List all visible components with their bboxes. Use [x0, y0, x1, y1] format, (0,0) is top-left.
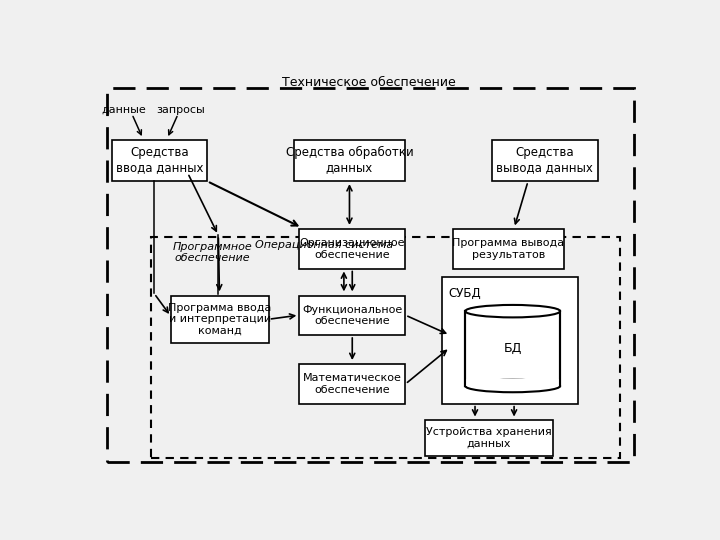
- Text: БД: БД: [503, 342, 522, 355]
- Bar: [453, 229, 564, 268]
- Text: Программное
обеспечение: Программное обеспечение: [173, 241, 252, 263]
- Text: Техническое обеспечение: Техническое обеспечение: [282, 76, 456, 89]
- Text: Средства обработки
данных: Средства обработки данных: [286, 146, 413, 174]
- Ellipse shape: [465, 380, 560, 392]
- Text: Функциональное
обеспечение: Функциональное обеспечение: [302, 305, 402, 326]
- Text: Программа ввода
и интерпретации
команд: Программа ввода и интерпретации команд: [168, 303, 271, 336]
- Bar: [425, 420, 553, 456]
- Bar: [464, 379, 561, 386]
- Text: Математическое
обеспечение: Математическое обеспечение: [303, 373, 402, 395]
- Text: Организационное
обеспечение: Организационное обеспечение: [300, 238, 405, 260]
- Text: Средства
вывода данных: Средства вывода данных: [496, 146, 593, 174]
- Bar: [112, 140, 207, 181]
- Text: данные: данные: [101, 105, 146, 114]
- Bar: [300, 295, 405, 335]
- Text: СУБД: СУБД: [449, 287, 481, 300]
- Bar: [465, 311, 560, 386]
- Bar: [441, 277, 578, 404]
- Text: Средства
ввода данных: Средства ввода данных: [116, 146, 204, 174]
- Bar: [151, 238, 620, 458]
- Bar: [171, 295, 269, 343]
- Bar: [492, 140, 598, 181]
- Text: Программа вывода
результатов: Программа вывода результатов: [452, 238, 564, 260]
- Text: Операционная система: Операционная система: [255, 240, 393, 250]
- Text: запросы: запросы: [156, 105, 204, 114]
- Text: Устройства хранения
данных: Устройства хранения данных: [426, 427, 552, 449]
- Bar: [294, 140, 405, 181]
- Bar: [300, 229, 405, 268]
- Ellipse shape: [465, 305, 560, 318]
- Bar: [300, 364, 405, 404]
